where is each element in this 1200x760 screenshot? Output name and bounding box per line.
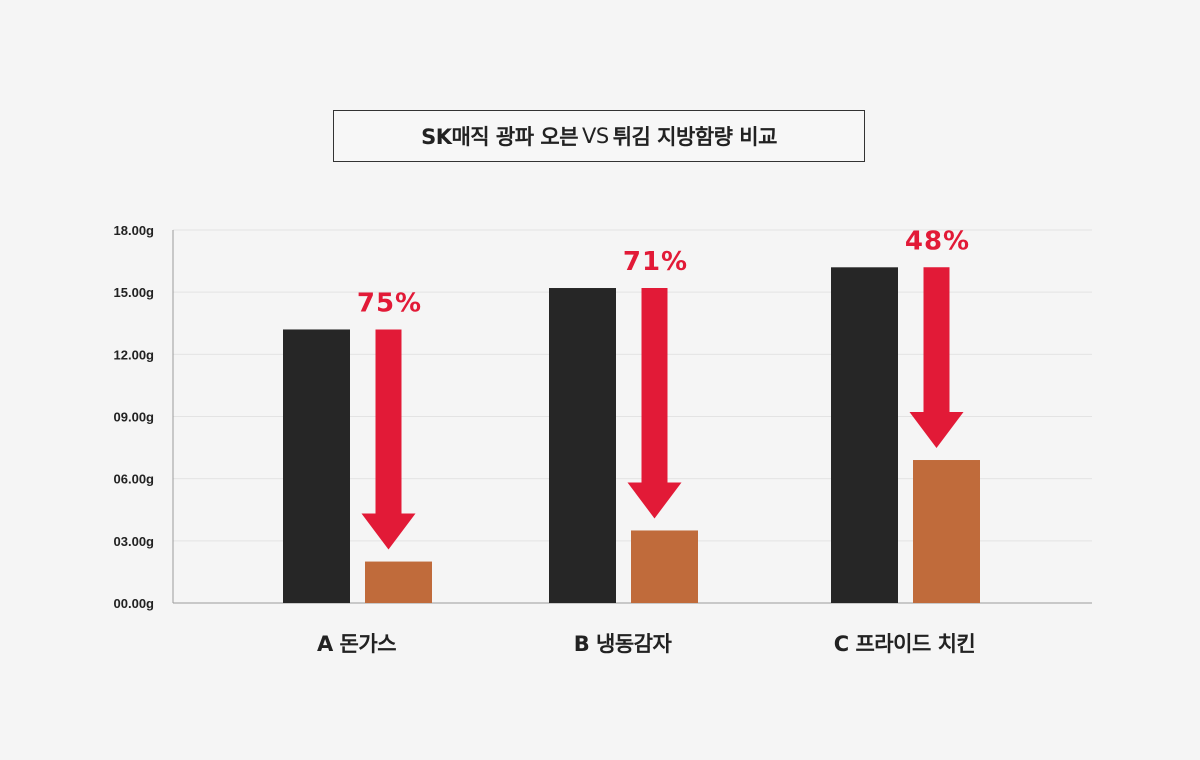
reduction-percent-label: 71% [623,247,688,277]
reduction-percent-label: 75% [357,288,422,318]
reduction-arrow [627,288,682,519]
y-axis-tick-labels: 00.00g 03.00g 06.00g 09.00g 12.00g 15.00g 18.0… [114,223,155,611]
y-tick-label: 06.00g [114,472,155,487]
bar-fried [549,288,616,603]
category-label: B 냉동감자 [574,632,673,656]
bar-oven [913,460,980,603]
bars [283,267,980,603]
y-tick-label: 00.00g [114,596,155,611]
bar-fried [283,329,350,603]
y-tick-label: 12.00g [114,347,155,362]
y-tick-label: 18.00g [114,223,155,238]
reduction-arrows: 75% 71% 48% [357,226,970,550]
chart-title-part1: SK매직 광파 오븐 [421,125,579,149]
bar-oven [631,530,698,603]
x-axis-category-labels: A 돈가스 B 냉동감자 C 프라이드 치킨 [317,632,976,656]
category-label: A 돈가스 [317,632,396,656]
bar-oven [365,561,432,603]
reduction-arrow [361,329,416,550]
category-label: C 프라이드 치킨 [834,632,975,656]
y-tick-label: 09.00g [114,410,155,425]
reduction-arrow [909,267,964,449]
chart-title-box: SK매직 광파 오븐 VS 튀김 지방함량 비교 [333,110,865,162]
bar-fried [831,267,898,603]
chart-title-part2: 튀김 지방함량 비교 [612,125,778,149]
y-tick-label: 03.00g [114,534,155,549]
y-tick-label: 15.00g [114,285,155,300]
chart-title-vs: VS [582,124,609,148]
reduction-percent-label: 48% [905,226,970,256]
